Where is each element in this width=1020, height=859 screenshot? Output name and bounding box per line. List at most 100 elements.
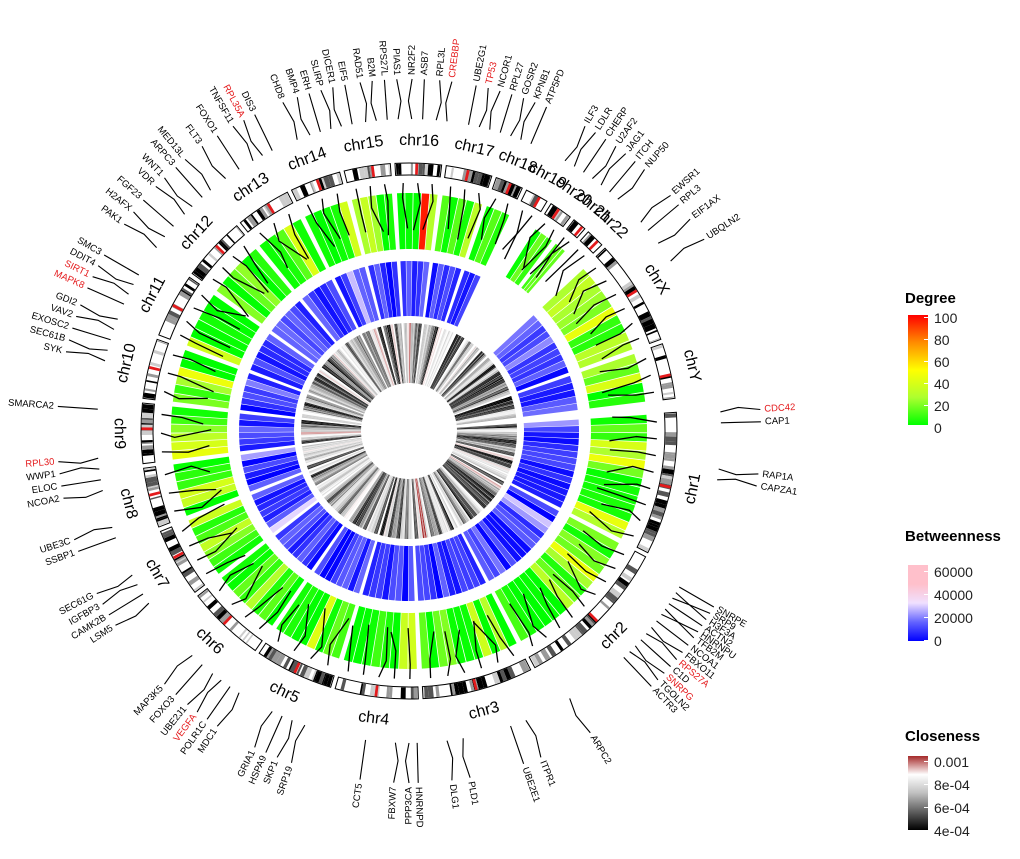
closeness-cell — [455, 406, 515, 421]
cytoband — [221, 239, 231, 249]
gene-label-connector — [718, 468, 759, 476]
closeness-cell — [446, 460, 494, 500]
closeness-cell — [384, 477, 399, 537]
degree-cell — [249, 248, 292, 297]
centromere — [472, 678, 478, 691]
cytoband — [141, 419, 153, 424]
cytoband — [369, 166, 373, 178]
closeness-cell — [399, 323, 406, 384]
cytoband — [162, 531, 175, 539]
closeness-cell — [436, 470, 472, 520]
closeness-cell — [415, 478, 426, 538]
degree-cell — [558, 529, 610, 567]
closeness-cell — [445, 361, 493, 401]
betweenness-cell — [496, 320, 543, 360]
closeness-cell — [432, 472, 463, 526]
gene-label-connector — [76, 315, 115, 330]
gene-label-connector — [640, 195, 671, 223]
cytoband — [226, 234, 236, 244]
cytoband — [288, 659, 295, 671]
degree-cell — [551, 283, 602, 324]
gene-label-connector — [80, 304, 118, 320]
cytoband — [466, 170, 474, 182]
closeness-cell — [419, 325, 433, 385]
closeness-cell — [304, 403, 363, 420]
degree-cell — [472, 599, 501, 654]
gene-label-connector — [184, 158, 212, 191]
closeness-cell — [454, 397, 513, 417]
cytoband — [283, 657, 292, 669]
gene-link — [473, 620, 483, 669]
betweenness-cell — [519, 458, 575, 478]
cytoband — [648, 521, 660, 529]
legend-tick: 60000 — [924, 564, 973, 580]
degree-cell — [330, 203, 355, 260]
betweenness-cell — [266, 333, 315, 369]
closeness-cell — [432, 472, 464, 526]
cytoband — [661, 474, 673, 480]
closeness-cell — [428, 332, 454, 388]
degree-cell — [299, 592, 331, 646]
chromosome-label-chr12: chr12 — [177, 213, 217, 254]
chromosome-label-chr6: chr6 — [192, 624, 226, 658]
closeness-cell — [395, 323, 404, 384]
cytoband — [621, 281, 633, 291]
cytoband — [606, 260, 618, 271]
gene-link — [161, 445, 210, 453]
closeness-cell — [440, 466, 481, 513]
gene-label-connector — [657, 218, 691, 244]
closeness-cell — [374, 476, 395, 534]
gene-link — [205, 554, 246, 575]
gene-label-connector — [435, 80, 442, 121]
closeness-cell — [387, 324, 401, 384]
cytoband — [623, 284, 634, 293]
closeness-cell — [301, 421, 362, 428]
closeness-cell — [320, 458, 370, 494]
closeness-cell — [442, 354, 486, 398]
closeness-cell — [305, 399, 364, 418]
gene-label-rpl3l: RPL3L — [435, 47, 448, 77]
betweenness-cell — [375, 543, 391, 599]
closeness-cell — [417, 324, 431, 384]
centromere — [293, 662, 301, 674]
closeness-cell — [391, 478, 402, 538]
degree-cell — [171, 406, 228, 419]
betweenness-cell — [518, 462, 573, 484]
closeness-cell — [342, 345, 380, 394]
legend-tick: 6e-04 — [924, 800, 970, 816]
cytoband — [581, 618, 592, 629]
closeness-cell — [453, 391, 510, 414]
closeness-cell — [358, 334, 388, 389]
cytoband — [141, 417, 153, 421]
degree-cell — [216, 283, 267, 324]
closeness-cell — [303, 440, 363, 454]
gene-link — [521, 229, 555, 271]
cytoband — [219, 240, 229, 250]
betweenness-cell — [352, 268, 375, 323]
cytoband — [363, 166, 369, 179]
degree-cell — [235, 262, 281, 307]
cytoband — [646, 329, 658, 336]
degree-cell — [172, 393, 230, 409]
closeness-cell — [422, 476, 441, 535]
closeness-cell — [371, 475, 393, 533]
closeness-cell — [315, 376, 368, 408]
betweenness-cell — [408, 545, 415, 602]
chromosome-label-chr22: chr22 — [590, 202, 631, 242]
degree-cell — [453, 605, 475, 662]
cytoband — [216, 609, 228, 620]
betweenness-cell — [440, 267, 462, 322]
chromosome-label-chr3: chr3 — [467, 699, 502, 724]
cytoband — [352, 168, 360, 181]
cytoband — [497, 179, 505, 192]
centromere — [148, 365, 161, 372]
degree-cell — [510, 233, 547, 283]
cytoband — [312, 670, 319, 682]
gene-label-connector — [720, 421, 761, 424]
cytoband — [358, 167, 366, 180]
degree-cell — [194, 319, 249, 352]
gene-label-b2m: B2M — [364, 57, 377, 78]
cytoband — [229, 621, 239, 632]
closeness-cell — [340, 468, 380, 516]
cytoband — [367, 166, 371, 178]
